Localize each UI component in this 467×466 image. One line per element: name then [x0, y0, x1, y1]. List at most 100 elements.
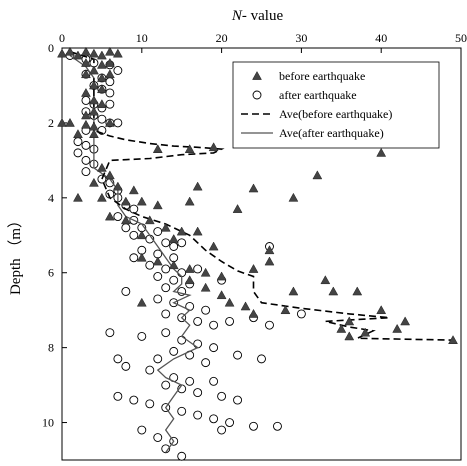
- y-tick-label: 10: [42, 416, 54, 430]
- before-earthquake-point: [81, 110, 91, 120]
- before-earthquake-point: [81, 87, 91, 97]
- legend: before earthquake after earthquake Ave(bef…: [232, 61, 440, 149]
- before-earthquake-point: [216, 271, 227, 281]
- before-earthquake-point: [208, 241, 219, 251]
- y-tick-label: 2: [48, 116, 54, 130]
- before-earthquake-point: [104, 57, 115, 67]
- after-earthquake-point: [129, 395, 139, 405]
- after-earthquake-point: [161, 238, 171, 248]
- after-earthquake-point: [121, 287, 131, 296]
- before-earthquake-point: [65, 117, 75, 127]
- after-earthquake-point: [161, 309, 171, 319]
- before-earthquake-point: [248, 263, 259, 273]
- after-earthquake-point: [233, 395, 243, 405]
- after-earthquake-point: [137, 331, 147, 341]
- before-earthquake-point: [96, 162, 107, 172]
- after-earthquake-point: [161, 444, 171, 454]
- after-earthquake-point: [81, 155, 91, 165]
- after-earthquake-point: [81, 95, 91, 105]
- after-earthquake-point: [145, 260, 155, 270]
- before-earthquake-point: [328, 286, 339, 296]
- x-axis-label: N- value: [231, 8, 284, 24]
- after-earthquake-point: [209, 343, 219, 353]
- before-earthquake-point: [96, 59, 107, 69]
- after-earthquake-point: [113, 66, 123, 75]
- before-earthquake-point: [200, 267, 211, 277]
- before-earthquake-point: [88, 121, 99, 131]
- before-earthquake-point: [104, 69, 115, 79]
- before-earthquake-point: [96, 192, 107, 202]
- before-earthquake-point: [88, 80, 99, 90]
- before-earthquake-point: [120, 215, 131, 225]
- after-earthquake-point: [121, 361, 131, 371]
- after-earthquake-average-line: [69, 54, 199, 453]
- before-earthquake-point: [200, 282, 211, 292]
- before-earthquake-point: [104, 117, 115, 127]
- after-earthquake-point: [249, 421, 258, 431]
- after-earthquake-point: [161, 264, 171, 274]
- x-tick-label: 20: [216, 31, 228, 45]
- before-earthquake-point: [264, 256, 275, 266]
- legend-label: Ave(before earthquake): [279, 107, 392, 121]
- before-earthquake-point: [88, 95, 99, 105]
- before-earthquake-point: [96, 72, 107, 82]
- after-earthquake-point: [161, 380, 171, 390]
- after-earthquake-point: [201, 305, 211, 315]
- after-earthquake-point: [113, 391, 123, 401]
- after-earthquake-point: [97, 174, 107, 184]
- after-earthquake-point: [209, 376, 219, 386]
- x-axis-ticks: 0 10 20 30 40 50: [59, 31, 467, 53]
- before-earthquake-point: [192, 181, 203, 191]
- before-earthquake-point: [184, 263, 195, 273]
- after-earthquake-point: [105, 88, 115, 98]
- after-earthquake-point: [201, 358, 211, 368]
- before-earthquake-point: [360, 327, 371, 337]
- after-earthquake-point: [193, 388, 203, 398]
- after-earthquake-point: [105, 328, 115, 338]
- after-earthquake-point: [257, 354, 266, 364]
- after-earthquake-point: [273, 421, 282, 431]
- after-earthquake-point: [153, 227, 163, 236]
- before-earthquake-point: [57, 117, 67, 127]
- before-earthquake-point: [81, 57, 91, 67]
- x-tick-label: 40: [375, 31, 387, 45]
- before-earthquake-point: [160, 222, 171, 232]
- before-earthquake-point: [81, 69, 91, 79]
- after-earthquake-point: [113, 212, 123, 221]
- plot-area: [61, 47, 462, 461]
- y-tick-label: 8: [48, 341, 54, 355]
- before-earthquake-point: [312, 170, 323, 180]
- before-earthquake-point: [288, 286, 299, 296]
- x-tick-label: 0: [59, 31, 65, 45]
- after-earthquake-point: [177, 406, 187, 416]
- after-earthquake-point: [129, 204, 139, 214]
- before-earthquake-point: [128, 185, 139, 195]
- after-earthquake-point: [81, 167, 91, 177]
- before-earthquake-point: [176, 226, 187, 236]
- y-tick-label: 4: [48, 191, 54, 205]
- before-earthquake-point: [73, 129, 83, 138]
- after-earthquake-point: [113, 354, 123, 364]
- before-earthquake-point: [104, 46, 115, 56]
- before-earthquake-point: [336, 323, 347, 333]
- before-earthquake-point: [448, 335, 458, 344]
- after-earthquake-point: [177, 238, 187, 248]
- after-earthquake-point: [209, 414, 219, 424]
- before-earthquake-average-line: [69, 50, 454, 341]
- after-earthquake-point: [296, 309, 306, 319]
- after-earthquake-point: [193, 410, 203, 420]
- after-earthquake-point: [145, 399, 155, 409]
- after-earthquake-point: [81, 140, 91, 150]
- before-earthquake-point: [88, 106, 99, 116]
- x-axis-title: N- value: [231, 8, 284, 24]
- before-earthquake-point: [152, 256, 163, 266]
- after-earthquake-point: [233, 350, 243, 360]
- before-earthquake-point: [344, 331, 355, 341]
- before-earthquake-point: [352, 286, 363, 296]
- after-earthquake-point: [225, 316, 235, 326]
- before-earthquake-point: [288, 192, 299, 202]
- before-earthquake-point: [65, 46, 75, 56]
- before-earthquake-point: [112, 181, 123, 191]
- after-earthquake-point: [153, 294, 163, 304]
- before-earthquake-point: [144, 215, 155, 225]
